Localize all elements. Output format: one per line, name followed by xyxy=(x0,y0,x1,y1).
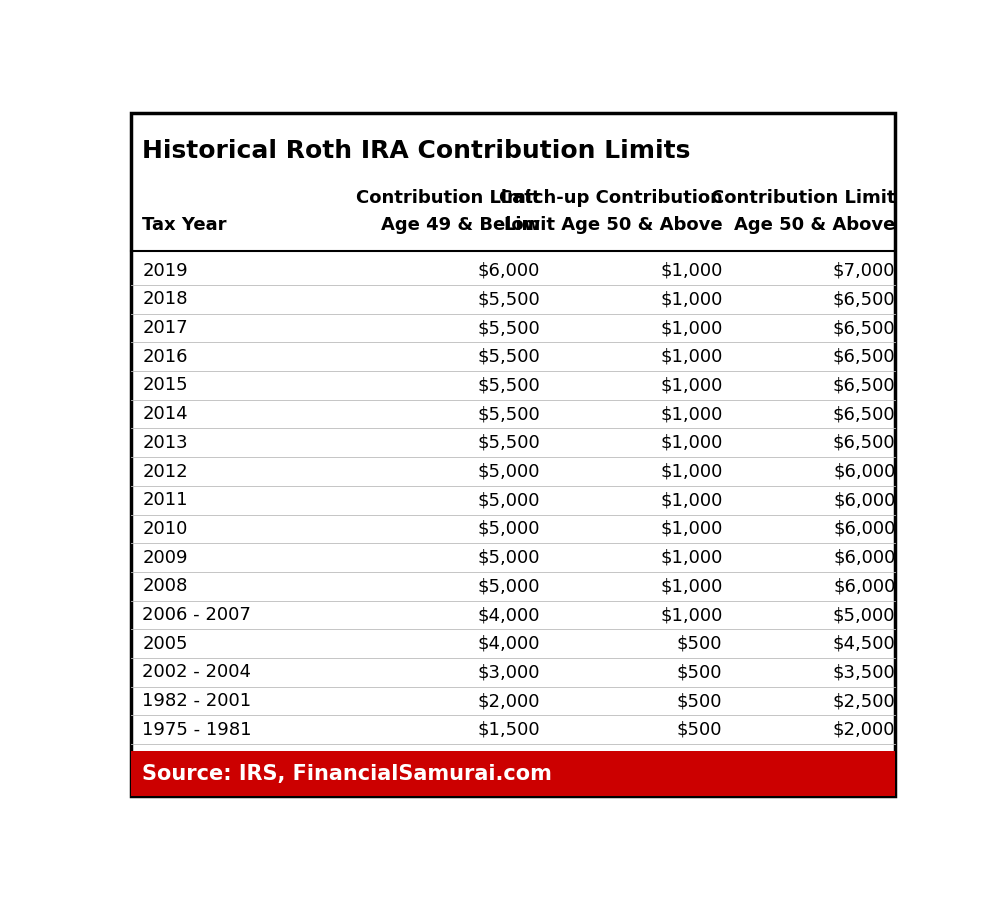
Text: Age 50 & Above: Age 50 & Above xyxy=(734,216,896,234)
Text: $1,500: $1,500 xyxy=(477,721,541,739)
Text: $6,500: $6,500 xyxy=(833,376,896,394)
Text: 2010: 2010 xyxy=(142,520,187,538)
Text: Age 49 & Below: Age 49 & Below xyxy=(381,216,541,234)
Text: $500: $500 xyxy=(677,634,723,652)
Text: $6,500: $6,500 xyxy=(833,291,896,309)
Text: $6,000: $6,000 xyxy=(477,262,541,280)
Text: $1,000: $1,000 xyxy=(660,549,723,567)
Text: $1,000: $1,000 xyxy=(660,347,723,365)
Text: $1,000: $1,000 xyxy=(660,491,723,509)
Text: $6,000: $6,000 xyxy=(833,520,896,538)
Text: $500: $500 xyxy=(677,692,723,710)
Bar xyxy=(130,752,896,796)
Text: Source: IRS, FinancialSamurai.com: Source: IRS, FinancialSamurai.com xyxy=(142,763,553,784)
Text: $2,000: $2,000 xyxy=(477,692,541,710)
Text: $3,500: $3,500 xyxy=(833,663,896,681)
Text: 2016: 2016 xyxy=(142,347,188,365)
Text: Contribution Limit: Contribution Limit xyxy=(355,189,541,207)
Text: $4,500: $4,500 xyxy=(833,634,896,652)
Text: $2,500: $2,500 xyxy=(833,692,896,710)
Text: $5,000: $5,000 xyxy=(477,577,541,595)
Text: 2005: 2005 xyxy=(142,634,188,652)
Text: $5,000: $5,000 xyxy=(477,520,541,538)
Text: $5,500: $5,500 xyxy=(477,405,541,423)
Text: $5,000: $5,000 xyxy=(477,491,541,509)
Text: $1,000: $1,000 xyxy=(660,262,723,280)
Text: $1,000: $1,000 xyxy=(660,376,723,394)
Text: $5,500: $5,500 xyxy=(477,319,541,337)
Text: 2009: 2009 xyxy=(142,549,188,567)
Text: $3,000: $3,000 xyxy=(477,663,541,681)
Text: 2012: 2012 xyxy=(142,463,188,481)
Text: Historical Roth IRA Contribution Limits: Historical Roth IRA Contribution Limits xyxy=(142,140,691,163)
Text: 2002 - 2004: 2002 - 2004 xyxy=(142,663,251,681)
Text: $4,000: $4,000 xyxy=(477,634,541,652)
Text: $1,000: $1,000 xyxy=(660,520,723,538)
Text: 2006 - 2007: 2006 - 2007 xyxy=(142,606,251,624)
Text: $1,000: $1,000 xyxy=(660,606,723,624)
Text: $6,000: $6,000 xyxy=(833,491,896,509)
Text: $6,500: $6,500 xyxy=(833,434,896,452)
Text: $7,000: $7,000 xyxy=(833,262,896,280)
Text: $5,500: $5,500 xyxy=(477,434,541,452)
Text: 2018: 2018 xyxy=(142,291,188,309)
Text: 2017: 2017 xyxy=(142,319,188,337)
Text: Limit Age 50 & Above: Limit Age 50 & Above xyxy=(504,216,723,234)
Text: Contribution Limit: Contribution Limit xyxy=(711,189,896,207)
Text: $6,500: $6,500 xyxy=(833,405,896,423)
Text: 2015: 2015 xyxy=(142,376,188,394)
Text: $1,000: $1,000 xyxy=(660,434,723,452)
Text: 1982 - 2001: 1982 - 2001 xyxy=(142,692,251,710)
Text: $1,000: $1,000 xyxy=(660,405,723,423)
Text: 2008: 2008 xyxy=(142,577,187,595)
Text: $6,000: $6,000 xyxy=(833,463,896,481)
Text: $1,000: $1,000 xyxy=(660,577,723,595)
Text: 2011: 2011 xyxy=(142,491,188,509)
Text: 2014: 2014 xyxy=(142,405,188,423)
Text: Catch-up Contribution: Catch-up Contribution xyxy=(498,189,723,207)
Text: $4,000: $4,000 xyxy=(477,606,541,624)
Text: $5,500: $5,500 xyxy=(477,347,541,365)
Text: 2019: 2019 xyxy=(142,262,188,280)
Text: $500: $500 xyxy=(677,721,723,739)
Text: $5,500: $5,500 xyxy=(477,291,541,309)
Text: $1,000: $1,000 xyxy=(660,291,723,309)
Text: $5,000: $5,000 xyxy=(833,606,896,624)
Text: $2,000: $2,000 xyxy=(833,721,896,739)
Text: $5,500: $5,500 xyxy=(477,376,541,394)
Text: $1,000: $1,000 xyxy=(660,463,723,481)
Text: 2013: 2013 xyxy=(142,434,188,452)
Text: $6,500: $6,500 xyxy=(833,347,896,365)
Text: 1975 - 1981: 1975 - 1981 xyxy=(142,721,251,739)
Text: Tax Year: Tax Year xyxy=(142,216,226,234)
Text: $6,000: $6,000 xyxy=(833,577,896,595)
Text: $500: $500 xyxy=(677,663,723,681)
Text: $1,000: $1,000 xyxy=(660,319,723,337)
Text: $6,000: $6,000 xyxy=(833,549,896,567)
Text: $5,000: $5,000 xyxy=(477,463,541,481)
Text: $6,500: $6,500 xyxy=(833,319,896,337)
Text: $5,000: $5,000 xyxy=(477,549,541,567)
